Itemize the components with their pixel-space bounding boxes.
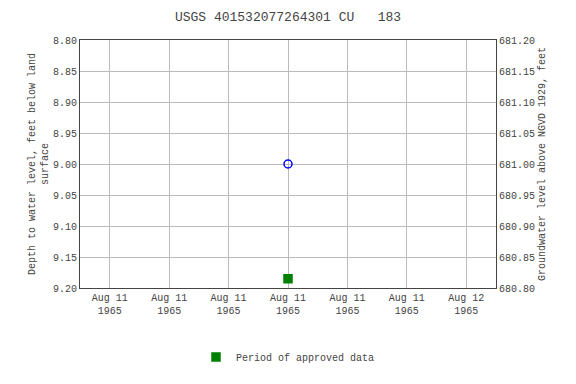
svg-text:USGS 401532077264301 CU 183: USGS 401532077264301 CU 183 [175, 10, 401, 25]
svg-text:8.85: 8.85 [53, 67, 77, 78]
svg-text:Aug 111965: Aug 111965 [389, 293, 425, 317]
svg-text:8.95: 8.95 [53, 129, 77, 140]
svg-text:681.00: 681.00 [499, 160, 535, 171]
svg-text:Period of approved data: Period of approved data [236, 353, 374, 364]
svg-text:Depth to water level, feet bel: Depth to water level, feet below landsur… [27, 53, 51, 275]
svg-text:Aug 111965: Aug 111965 [329, 293, 365, 317]
svg-text:8.80: 8.80 [53, 36, 77, 47]
svg-text:9.20: 9.20 [53, 284, 77, 295]
svg-text:681.05: 681.05 [499, 129, 535, 140]
svg-text:8.90: 8.90 [53, 98, 77, 109]
svg-text:Aug 111965: Aug 111965 [211, 293, 247, 317]
svg-text:9.15: 9.15 [53, 253, 77, 264]
svg-text:681.10: 681.10 [499, 98, 535, 109]
svg-text:680.95: 680.95 [499, 191, 535, 202]
svg-text:Groundwater level above NGVD 1: Groundwater level above NGVD 1929, feet [537, 47, 548, 281]
svg-text:681.15: 681.15 [499, 67, 535, 78]
svg-text:9.10: 9.10 [53, 222, 77, 233]
svg-text:Aug 111965: Aug 111965 [151, 293, 187, 317]
svg-text:681.20: 681.20 [499, 36, 535, 47]
svg-text:Aug 111965: Aug 111965 [270, 293, 306, 317]
svg-text:680.80: 680.80 [499, 284, 535, 295]
svg-text:Aug 111965: Aug 111965 [92, 293, 128, 317]
svg-text:9.05: 9.05 [53, 191, 77, 202]
svg-text:9.00: 9.00 [53, 160, 77, 171]
svg-text:Aug 121965: Aug 121965 [448, 293, 484, 317]
svg-text:680.85: 680.85 [499, 253, 535, 264]
svg-text:680.90: 680.90 [499, 222, 535, 233]
